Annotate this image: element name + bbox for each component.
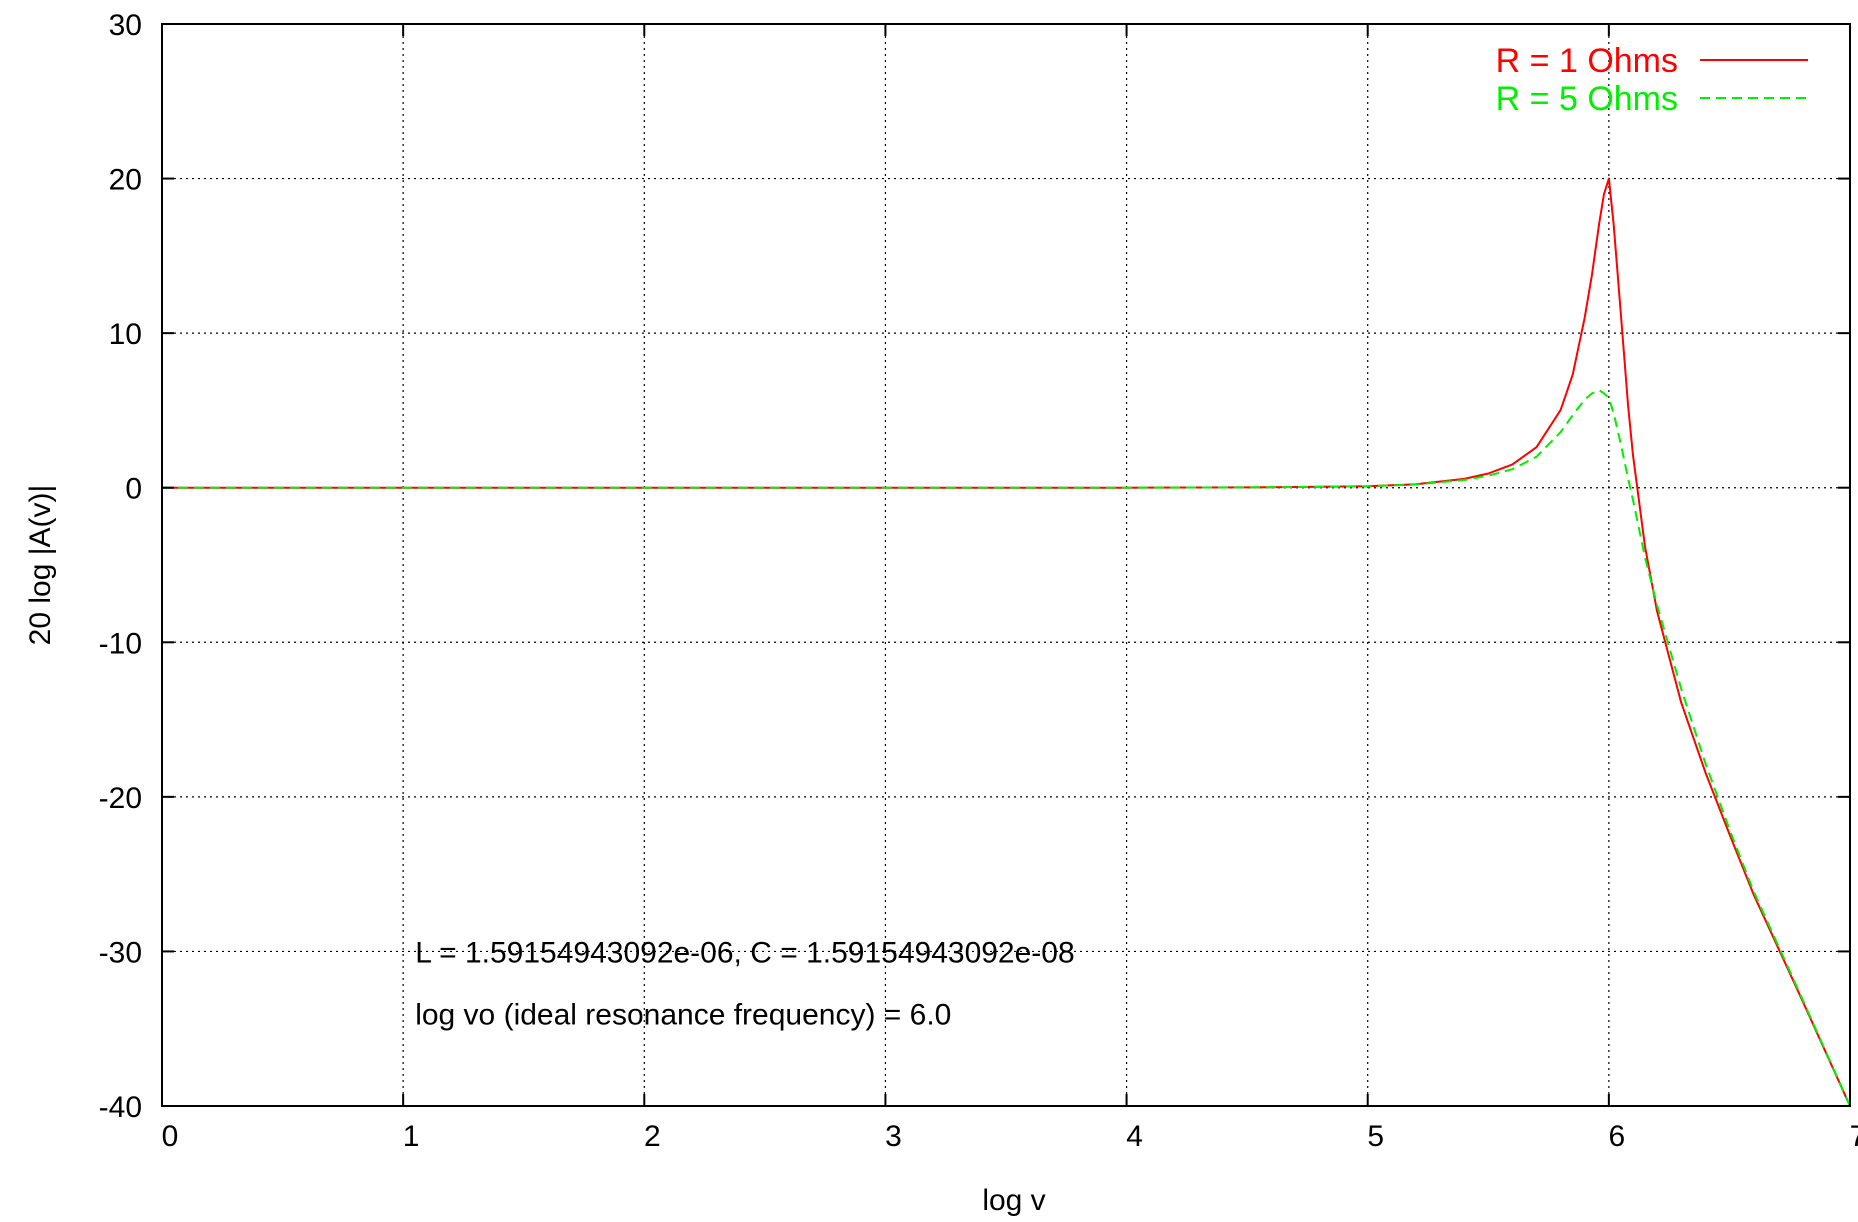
x-tick-label: 6 xyxy=(1609,1120,1626,1153)
grid-lines xyxy=(162,24,1850,1106)
x-axis-label: log v xyxy=(982,1184,1045,1217)
x-tick-label: 1 xyxy=(403,1120,420,1153)
x-tick-label: 7 xyxy=(1850,1120,1858,1153)
plot-area-border xyxy=(161,23,1851,1107)
y-tick-label: 20 xyxy=(109,164,142,197)
y-tick-label: -20 xyxy=(99,782,142,815)
legend-label-0: R = 1 Ohms xyxy=(1496,42,1678,80)
y-tick-label: 10 xyxy=(109,318,142,351)
y-tick-label: -40 xyxy=(99,1091,142,1124)
y-tick-label: -10 xyxy=(99,627,142,660)
axis-ticks: 0 1 2 3 4 5 6 7 -40 -30 -20 -10 0 10 20 30 xyxy=(99,9,1858,1153)
annotations: L = 1.59154943092e-06, C = 1.59154943092… xyxy=(415,936,1074,1031)
y-tick-label: 0 xyxy=(125,473,142,506)
legend-label-1: R = 5 Ohms xyxy=(1496,80,1678,118)
y-tick-label: -30 xyxy=(99,936,142,969)
annotation-lc-values: L = 1.59154943092e-06, C = 1.59154943092… xyxy=(415,936,1074,969)
y-axis-label: 20 log |A(v)| xyxy=(24,485,57,646)
y-tick-label: 30 xyxy=(109,9,142,42)
x-tick-label: 2 xyxy=(644,1120,661,1153)
x-tick-label: 5 xyxy=(1367,1120,1384,1153)
series-lines xyxy=(162,177,1851,1107)
axis-labels: log v 20 log |A(v)| xyxy=(24,485,1046,1217)
x-tick-label: 3 xyxy=(885,1120,902,1153)
x-tick-label: 0 xyxy=(162,1120,179,1153)
series-line-1 xyxy=(162,389,1851,1107)
annotation-resonance-frequency: log vo (ideal resonance frequency) = 6.0 xyxy=(415,998,951,1031)
x-tick-label: 4 xyxy=(1126,1120,1143,1153)
